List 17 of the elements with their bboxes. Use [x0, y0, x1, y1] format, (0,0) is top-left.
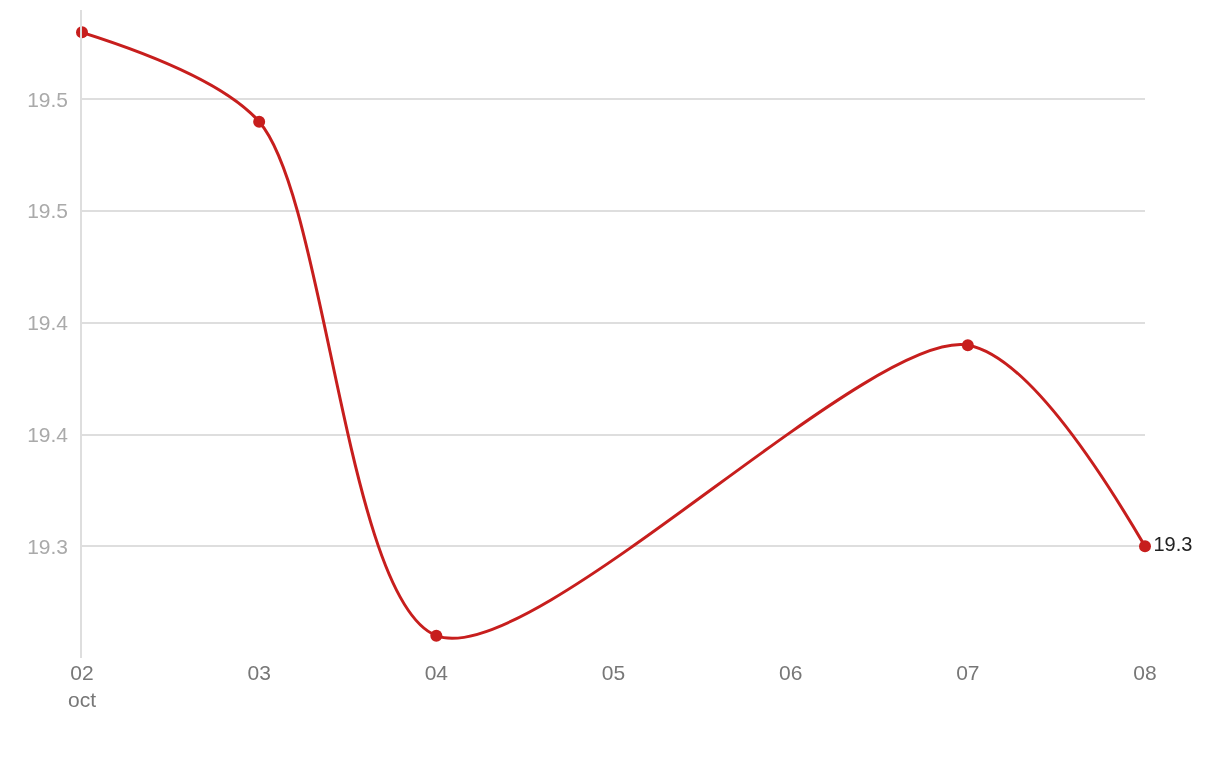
point	[430, 629, 443, 642]
x-tick-label: 02 oct	[67, 661, 97, 712]
x-tick-label: 08	[1133, 661, 1157, 684]
point	[1139, 540, 1151, 553]
x-tick-label: 04	[424, 661, 449, 684]
y-tick-label: 19.4	[27, 422, 69, 446]
point	[961, 339, 974, 352]
x-tick-label: 06	[778, 661, 803, 684]
x-tick-label: 05	[601, 661, 626, 684]
y-tick-label: 19.5	[27, 87, 69, 111]
y-tick-label: 19.3	[27, 534, 69, 558]
point	[253, 115, 266, 128]
x-tick-label: 07	[956, 661, 980, 684]
data-label: 19.3	[1153, 533, 1193, 556]
y-tick-label: 19.5	[27, 199, 69, 223]
y-tick-label: 19.4	[27, 311, 69, 335]
x-tick-label: 03	[247, 661, 271, 684]
